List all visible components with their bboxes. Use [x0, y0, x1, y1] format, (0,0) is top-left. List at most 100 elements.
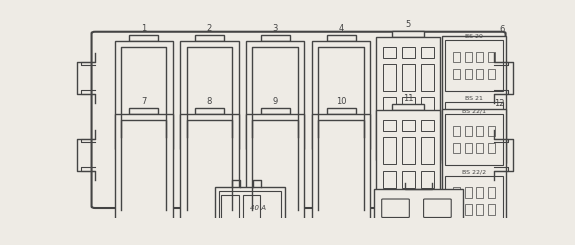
Bar [327, 108, 356, 114]
Text: 4: 4 [339, 24, 344, 33]
Bar [181, 114, 239, 222]
Bar [150, 146, 155, 149]
Text: BS 20: BS 20 [465, 34, 483, 39]
Bar [150, 219, 155, 222]
Bar [454, 187, 461, 197]
Bar [374, 189, 463, 227]
Bar [258, 146, 263, 149]
Bar [446, 102, 503, 152]
Bar [477, 130, 483, 141]
Bar [402, 121, 415, 130]
Bar [383, 64, 396, 91]
Text: 3: 3 [273, 24, 278, 33]
Bar [243, 195, 260, 222]
Bar [421, 121, 434, 130]
Bar [347, 219, 352, 222]
Bar [454, 204, 461, 215]
Bar [377, 37, 440, 160]
Bar [216, 146, 220, 149]
Bar [446, 114, 503, 165]
Bar [258, 219, 263, 222]
FancyBboxPatch shape [382, 199, 409, 218]
Bar [261, 108, 290, 114]
Bar [488, 52, 494, 62]
Bar [421, 120, 434, 131]
Bar [465, 187, 472, 197]
Bar [126, 146, 131, 149]
Bar [465, 126, 472, 136]
Bar [312, 114, 370, 222]
Bar [488, 113, 494, 124]
Bar [446, 40, 503, 91]
Text: 11: 11 [403, 94, 413, 103]
Text: 9: 9 [273, 98, 278, 106]
Text: 6: 6 [499, 25, 504, 34]
Bar [454, 69, 461, 79]
Bar [181, 41, 239, 149]
Text: 12: 12 [494, 99, 504, 108]
Bar [129, 35, 158, 41]
Bar [246, 114, 304, 222]
Bar [446, 176, 503, 226]
Bar [193, 146, 197, 149]
Bar [477, 187, 483, 197]
Text: 40 A: 40 A [251, 205, 266, 211]
Bar [488, 126, 494, 136]
Bar [246, 41, 304, 149]
Bar [126, 219, 131, 222]
Text: 1: 1 [141, 24, 146, 33]
Bar [221, 195, 239, 222]
Bar [454, 130, 461, 141]
Bar [465, 69, 472, 79]
Bar [324, 219, 329, 222]
Bar [454, 52, 461, 62]
Bar [383, 137, 396, 164]
Bar [129, 108, 158, 114]
Bar [421, 98, 434, 115]
Bar [421, 47, 434, 58]
Bar [421, 64, 434, 91]
Bar [488, 187, 494, 197]
Bar [195, 108, 224, 114]
Text: 5: 5 [405, 20, 411, 29]
Bar [383, 121, 396, 130]
Bar [383, 98, 396, 115]
Bar [383, 120, 396, 131]
Bar [415, 157, 420, 160]
Text: BS 21: BS 21 [465, 96, 483, 101]
Bar [195, 35, 224, 41]
Bar [327, 35, 356, 41]
Bar [261, 35, 290, 41]
Bar [442, 110, 506, 236]
Bar [477, 143, 483, 153]
Bar [415, 230, 420, 233]
Bar [402, 64, 415, 91]
Bar [377, 110, 440, 233]
Bar [219, 191, 281, 226]
Bar [465, 52, 472, 62]
FancyBboxPatch shape [91, 32, 505, 208]
Bar [465, 113, 472, 124]
Bar [477, 113, 483, 124]
Bar [402, 137, 415, 164]
Bar [402, 120, 415, 131]
Bar [465, 143, 472, 153]
Bar [488, 130, 494, 141]
Bar [383, 47, 396, 58]
Bar [193, 219, 197, 222]
Bar [215, 187, 285, 230]
Bar [488, 69, 494, 79]
Bar [216, 219, 220, 222]
Text: 2: 2 [207, 24, 212, 33]
Bar [454, 113, 461, 124]
Bar [454, 126, 461, 136]
Bar [114, 41, 172, 149]
Bar [282, 219, 286, 222]
Text: 7: 7 [141, 98, 146, 106]
Bar [312, 41, 370, 149]
Bar [390, 230, 394, 233]
Text: BS 22/2: BS 22/2 [462, 170, 486, 175]
Bar [477, 204, 483, 215]
Bar [347, 146, 352, 149]
Bar [488, 204, 494, 215]
